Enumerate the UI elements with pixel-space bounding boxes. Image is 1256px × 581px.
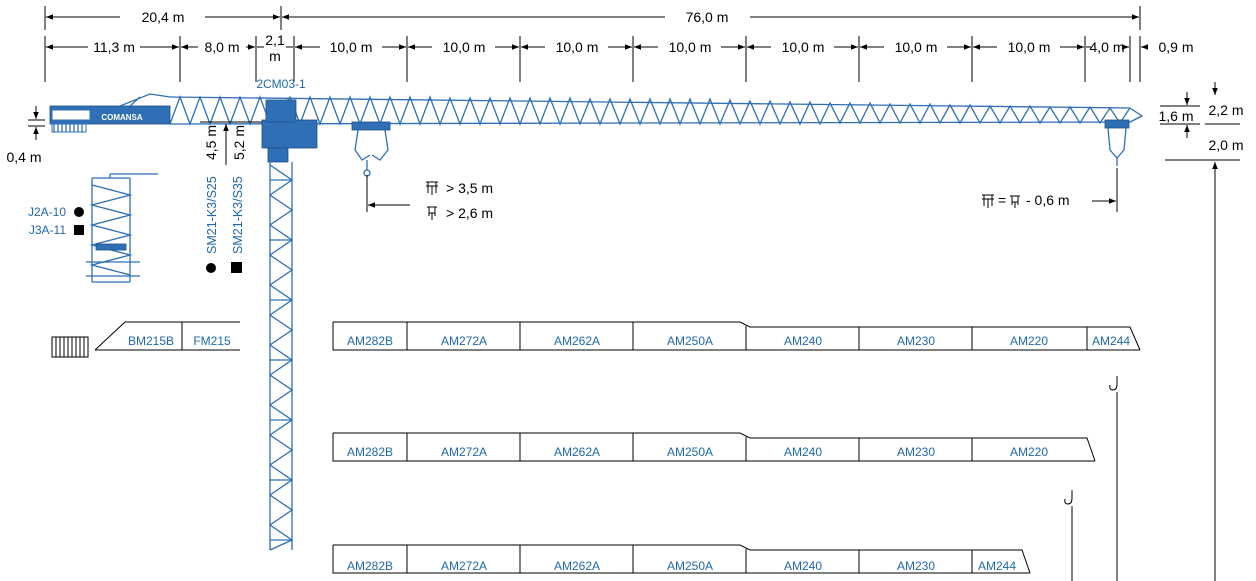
config3-section-6: AM230 [897, 559, 935, 573]
jib-segment-7: 10,0 m [1008, 39, 1051, 55]
config3-section-3: AM262A [554, 559, 600, 573]
config1-section-7: AM220 [1010, 334, 1048, 348]
config2-section-3: AM262A [554, 445, 600, 459]
tip-hook-clearance-label: 2,0 m [1208, 137, 1243, 153]
jib-structure [169, 95, 1144, 126]
config1-section-4: AM250A [667, 334, 713, 348]
config1-section-6: AM230 [897, 334, 935, 348]
dimension-tip-heights: 1,6 m 2,2 m 2,0 m [1158, 82, 1244, 581]
trolley-hook-tip [1104, 119, 1130, 166]
hook-note-1: > 3,5 m [446, 180, 493, 196]
config3-section-1: AM282B [347, 559, 393, 573]
climbing-frame-sketch [86, 173, 158, 283]
circle-marker-icon [74, 207, 84, 217]
config3-section-2: AM272A [441, 559, 487, 573]
square-marker-icon [231, 262, 242, 273]
hook-icon [1064, 490, 1073, 505]
dimension-cathead-heights: 4,5 m 5,2 m [200, 121, 262, 165]
legend-item-1-label: J2A-10 [28, 205, 66, 219]
brand-label: COMANSA [101, 113, 143, 122]
circle-marker-icon [206, 263, 216, 273]
hook-note-2: > 2,6 m [446, 205, 493, 221]
legend-left: J2A-10 J3A-11 [28, 205, 84, 237]
counter-segment-2: 8,0 m [204, 39, 239, 55]
hook-icon [1109, 376, 1118, 391]
dimension-row-segments: 11,3 m 8,0 m 2,1 m 10,0 m 10,0 m 10,0 m … [44, 32, 1194, 82]
counterjib-offset-label: 0,4 m [6, 149, 41, 165]
dimension-row-totals: 20,4 m 76,0 m [44, 6, 1141, 30]
mast-section-1-label: SM21-K3/S25 [205, 176, 219, 254]
mast-width-bottom: m [269, 48, 281, 64]
jib-segment-1: 10,0 m [330, 39, 373, 55]
double-hook-icon [982, 194, 994, 208]
config1-section-8: AM244 [1092, 334, 1130, 348]
config3-section-7: AM244 [978, 559, 1016, 573]
counter-total-label: 20,4 m [142, 9, 185, 25]
dimension-counterjib-offset: 0,4 m [6, 106, 45, 165]
jib-config-2: AM282B AM272A AM262A AM250A AM240 AM230 … [332, 432, 1096, 462]
config1-section-5: AM240 [784, 334, 822, 348]
single-hook-icon [1010, 195, 1020, 208]
config3-section-4: AM250A [667, 559, 713, 573]
mast-width-top: 2,1 [265, 32, 285, 48]
square-marker-icon [74, 225, 84, 235]
tip-formula-eq: = [998, 192, 1006, 208]
tower-mast [268, 162, 294, 551]
trolley-hook-near [351, 121, 391, 177]
jib-segment-4: 10,0 m [669, 39, 712, 55]
jib-segment-3: 10,0 m [556, 39, 599, 55]
jib-segment-6: 10,0 m [895, 39, 938, 55]
config2-section-4: AM250A [667, 445, 713, 459]
counterjib-section-1: BM215B [128, 334, 174, 348]
config3-section-5: AM240 [784, 559, 822, 573]
jib-config-3: AM282B AM272A AM262A AM250A AM240 AM230 … [332, 544, 1031, 574]
single-hook-icon [427, 206, 437, 220]
mast-section-2-label: SM21-K3/S35 [231, 176, 245, 254]
cathead [261, 99, 318, 163]
config2-section-5: AM240 [784, 445, 822, 459]
jib-segment-dims: 10,0 m 10,0 m 10,0 m 10,0 m 10,0 m 10,0 … [295, 39, 1194, 55]
legend-item-2-label: J3A-11 [29, 223, 66, 237]
config2-section-7: AM220 [1010, 445, 1048, 459]
config2-section-6: AM230 [897, 445, 935, 459]
config1-section-3: AM262A [554, 334, 600, 348]
config1-section-2: AM272A [441, 334, 487, 348]
jib-segment-5: 10,0 m [782, 39, 825, 55]
jib-segment-2: 10,0 m [443, 39, 486, 55]
config2-section-1: AM282B [347, 445, 393, 459]
mast-section-legend: SM21-K3/S25 SM21-K3/S35 [205, 176, 245, 273]
counter-segment-1: 11,3 m [93, 39, 135, 55]
cathead-height-2: 5,2 m [231, 125, 247, 160]
tip-formula-right: - 0,6 m [1026, 192, 1070, 208]
jib-total-label: 76,0 m [686, 9, 729, 25]
jib-config-1: AM282B AM272A AM262A AM250A AM240 AM230 … [332, 321, 1141, 351]
jib-height-label: 1,6 m [1158, 108, 1193, 124]
tip-extra-label: 0,9 m [1158, 39, 1193, 55]
config2-section-2: AM272A [441, 445, 487, 459]
double-hook-icon [426, 181, 438, 195]
cathead-height-1: 4,5 m [203, 125, 219, 160]
tip-height-label: 2,2 m [1208, 102, 1243, 118]
hook-height-notes: > 3,5 m > 2,6 m = - 0,6 m [366, 168, 1118, 221]
counterjib-sections: BM215B FM215 [51, 321, 240, 358]
counterjib-section-2: FM215 [193, 334, 231, 348]
config1-section-1: AM282B [347, 334, 393, 348]
counter-jib: COMANSA [49, 93, 171, 133]
jib-segment-8: 4,0 m [1089, 39, 1124, 55]
crane-model-label: 2CM03-1 [256, 77, 306, 91]
